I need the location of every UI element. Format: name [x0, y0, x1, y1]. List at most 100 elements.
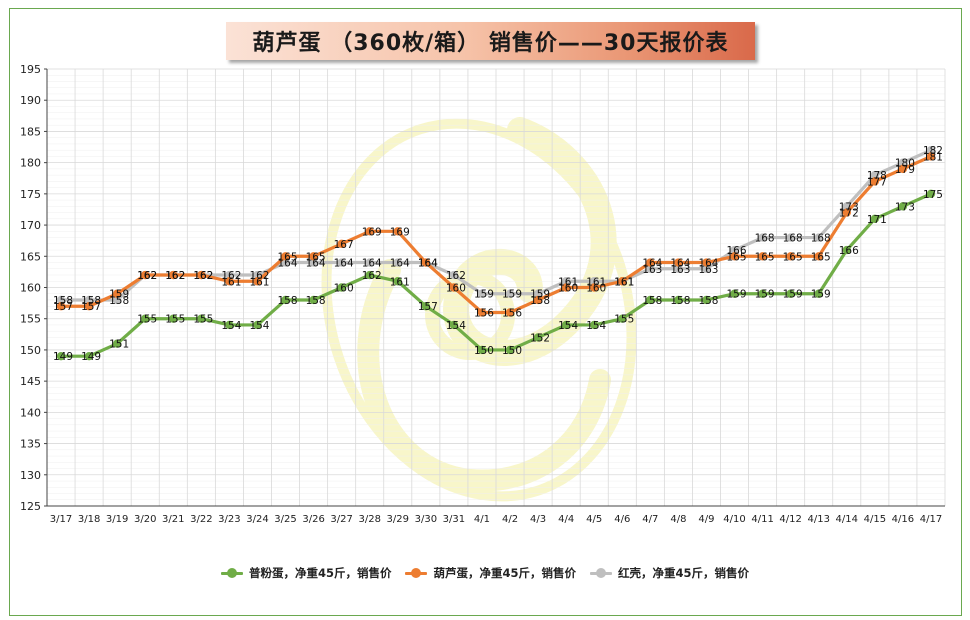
data-label: 159	[502, 289, 522, 301]
y-tick-label: 160	[20, 282, 41, 295]
data-label: 168	[811, 233, 831, 245]
legend-label: 普粉蛋，净重45斤，销售价	[248, 566, 392, 580]
data-point	[197, 314, 206, 323]
data-label: 164	[642, 258, 662, 270]
data-label: 156	[474, 307, 494, 319]
data-label: 161	[558, 276, 578, 288]
data-label: 158	[642, 295, 662, 307]
data-point	[730, 289, 739, 298]
data-label: 149	[53, 351, 73, 363]
data-label: 163	[670, 264, 690, 276]
data-point	[225, 277, 234, 286]
data-label: 164	[390, 258, 410, 270]
data-point	[365, 270, 374, 280]
data-point	[449, 270, 459, 280]
data-label: 158	[81, 295, 101, 307]
x-tick-label: 4/17	[920, 514, 942, 525]
data-label: 169	[362, 226, 382, 238]
data-point	[674, 295, 683, 305]
data-label: 150	[502, 345, 522, 357]
data-point	[561, 277, 571, 286]
data-label: 158	[306, 295, 326, 307]
data-label: 165	[783, 251, 803, 263]
data-point	[702, 258, 711, 267]
data-label: 168	[755, 233, 775, 245]
x-tick-label: 3/25	[274, 514, 296, 525]
data-point	[112, 295, 122, 305]
data-label: 164	[334, 258, 354, 270]
y-tick-label: 190	[20, 94, 41, 107]
data-label: 177	[867, 176, 887, 188]
y-tick-label: 150	[20, 344, 41, 357]
x-tick-label: 3/22	[190, 514, 212, 525]
x-tick-label: 4/2	[502, 514, 518, 525]
data-label: 161	[390, 276, 410, 288]
data-point	[477, 308, 487, 317]
data-label: 164	[278, 258, 298, 270]
x-tick-label: 3/18	[78, 514, 100, 525]
y-tick-label: 175	[20, 188, 41, 201]
data-label: 164	[362, 258, 382, 270]
x-tick-label: 3/31	[443, 514, 465, 525]
data-label: 169	[390, 226, 410, 238]
data-label: 165	[306, 251, 326, 263]
data-point	[842, 208, 851, 217]
data-label: 162	[362, 270, 382, 282]
x-tick-label: 4/9	[698, 514, 714, 525]
data-point	[758, 233, 767, 242]
data-label: 154	[586, 320, 606, 332]
data-point	[309, 252, 318, 261]
y-tick-label: 145	[20, 375, 41, 388]
x-tick-label: 3/26	[302, 514, 324, 525]
data-point	[814, 252, 823, 261]
data-point	[505, 345, 515, 355]
data-point	[786, 233, 795, 242]
chart-legend: 普粉蛋，净重45斤，销售价 葫芦蛋，净重45斤，销售价 红壳，净重45斤，销售价	[0, 563, 970, 583]
x-tick-label: 3/17	[50, 514, 72, 525]
data-point	[197, 270, 206, 280]
data-label: 159	[109, 289, 129, 301]
data-label: 161	[614, 276, 634, 288]
data-point	[309, 258, 318, 267]
data-label: 160	[334, 283, 354, 295]
data-point	[533, 333, 543, 342]
data-label: 163	[642, 264, 662, 276]
chart-title-box: 葫芦蛋 （360枚/箱） 销售价——30天报价表	[226, 22, 755, 60]
data-label: 162	[221, 270, 241, 282]
y-tick-label: 125	[20, 500, 41, 513]
y-tick-label: 195	[20, 63, 41, 76]
data-point	[702, 264, 711, 273]
data-label: 164	[418, 258, 438, 270]
data-point	[702, 295, 711, 305]
data-point	[618, 314, 627, 323]
legend-item-1: 葫芦蛋，净重45斤，销售价	[405, 565, 576, 581]
data-point	[870, 170, 880, 180]
data-label: 150	[474, 345, 494, 357]
data-point	[477, 345, 487, 355]
x-tick-label: 4/5	[586, 514, 602, 525]
data-point	[814, 289, 823, 298]
data-point	[225, 320, 234, 330]
data-label: 161	[586, 276, 606, 288]
data-point	[337, 239, 346, 248]
data-point	[561, 283, 571, 292]
data-point	[926, 145, 936, 155]
data-label: 175	[923, 189, 943, 201]
legend-marker	[220, 568, 243, 578]
data-point	[786, 252, 795, 261]
data-point	[898, 202, 908, 211]
chart-axes: 125 130 135 140 145 150 155 160 165 170 175 180 185 1…	[20, 63, 945, 525]
data-point	[590, 320, 599, 330]
legend-item-0: 普粉蛋，净重45斤，销售价	[220, 565, 392, 581]
x-tick-label: 3/19	[106, 514, 128, 525]
data-point	[449, 320, 459, 330]
data-point	[337, 283, 346, 292]
data-label: 161	[614, 276, 634, 288]
data-label: 159	[811, 289, 831, 301]
data-point	[84, 295, 94, 305]
data-label: 167	[334, 239, 354, 251]
x-tick-label: 3/30	[415, 514, 437, 525]
data-point	[421, 258, 431, 267]
data-point	[112, 339, 122, 348]
